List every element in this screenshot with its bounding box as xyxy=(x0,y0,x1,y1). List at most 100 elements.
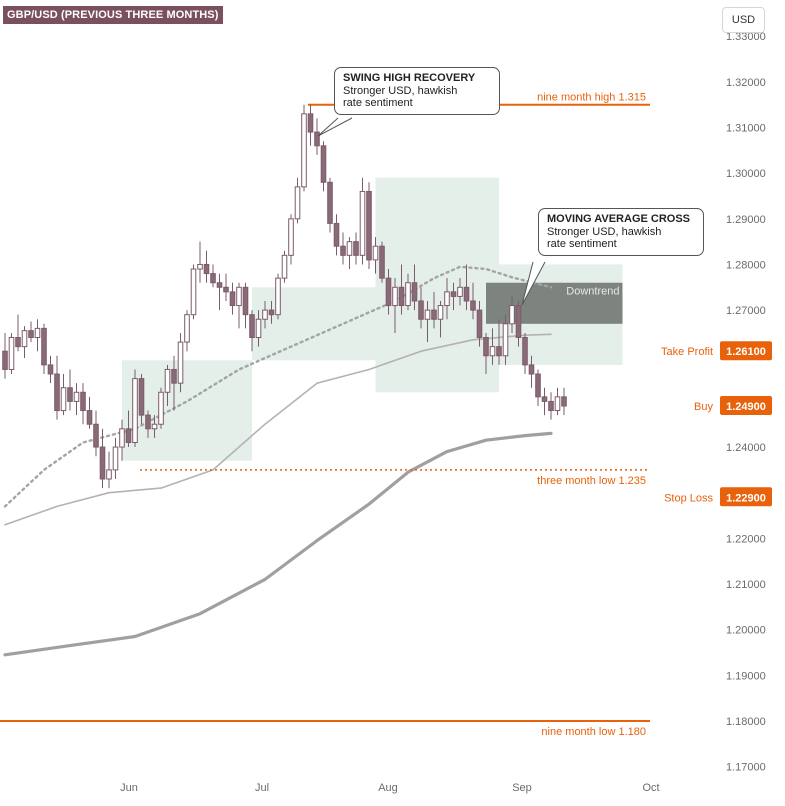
candle-47 xyxy=(307,104,314,146)
candle-82 xyxy=(535,369,541,406)
buy-price-tag xyxy=(720,395,772,415)
stop-loss-label: Stop Loss xyxy=(664,492,713,504)
candle-79 xyxy=(515,300,522,347)
candle-5 xyxy=(34,319,41,352)
candle-21 xyxy=(138,374,145,425)
y-tick-5: 1.28000 xyxy=(726,259,766,271)
candle-62 xyxy=(405,273,411,311)
y-tick-12: 1.21000 xyxy=(726,579,766,591)
callout-pointers xyxy=(317,117,546,306)
take-profit-price-tag xyxy=(720,341,772,361)
candle-48 xyxy=(314,118,320,155)
candle-59 xyxy=(385,269,392,315)
nine-month-low-label: nine month low 1.180 xyxy=(541,726,646,738)
take-profit-price-value: 1.26100 xyxy=(726,346,766,358)
candle-68 xyxy=(444,278,450,320)
candle-76 xyxy=(496,319,502,365)
candle-50 xyxy=(327,177,333,233)
candle-49 xyxy=(320,141,327,192)
candle-56 xyxy=(366,182,372,270)
candle-40 xyxy=(262,300,268,329)
candle-53 xyxy=(346,237,353,270)
candle-45 xyxy=(294,177,301,224)
candle-14 xyxy=(93,410,99,457)
ma-cross-callout: MOVING AVERAGE CROSS Stronger USD, hawki… xyxy=(538,208,704,256)
zone-box-1 xyxy=(252,287,376,361)
candle-8 xyxy=(54,355,60,420)
y-tick-2: 1.31000 xyxy=(726,123,766,135)
candle-9 xyxy=(60,374,67,416)
candle-61 xyxy=(398,264,405,315)
ma-short-line xyxy=(4,333,552,526)
candle-51 xyxy=(333,214,340,256)
candlesticks xyxy=(2,104,567,489)
candle-31 xyxy=(203,250,210,283)
y-tick-16: 1.17000 xyxy=(726,762,766,774)
stop-loss-price-tag xyxy=(720,487,772,507)
ma-dotted-line xyxy=(3,265,553,508)
candle-70 xyxy=(457,278,463,306)
chart-title: GBP/USD (PREVIOUS THREE MONTHS) xyxy=(3,6,223,24)
candle-33 xyxy=(216,273,223,311)
candle-38 xyxy=(249,310,255,352)
time-axis: Jun Jul Aug Sep Oct xyxy=(120,782,659,794)
candle-0 xyxy=(2,332,8,379)
candle-22 xyxy=(145,410,151,438)
candle-85 xyxy=(554,387,561,416)
y-tick-9: 1.24000 xyxy=(726,442,766,454)
candle-84 xyxy=(548,392,554,420)
candle-54 xyxy=(353,232,359,265)
candle-77 xyxy=(502,314,509,365)
swing-high-text: Stronger USD, hawkish rate sentiment xyxy=(343,84,458,110)
y-tick-13: 1.20000 xyxy=(726,625,766,637)
candle-28 xyxy=(184,310,190,352)
candle-71 xyxy=(463,264,470,311)
candle-65 xyxy=(424,300,431,343)
candle-60 xyxy=(392,278,398,333)
candle-72 xyxy=(470,282,476,320)
y-tick-0: 1.33000 xyxy=(726,31,766,43)
candle-2 xyxy=(15,314,21,352)
candle-1 xyxy=(8,332,15,375)
swing-high-pointer xyxy=(317,117,353,137)
swing-high-callout: SWING HIGH RECOVERY Stronger USD, hawkis… xyxy=(334,67,500,115)
downtrend-box xyxy=(486,282,623,324)
candle-34 xyxy=(223,273,229,301)
three-month-low-label: three month low 1.235 xyxy=(537,475,646,487)
candle-63 xyxy=(411,264,418,311)
candle-27 xyxy=(177,332,184,393)
x-tick-3: Sep xyxy=(512,782,532,794)
ma-long-line xyxy=(3,431,553,657)
candle-25 xyxy=(164,364,171,406)
nine-month-high-label: nine month high 1.315 xyxy=(537,92,646,104)
candle-73 xyxy=(476,300,483,347)
candle-37 xyxy=(242,282,249,329)
candle-58 xyxy=(379,241,385,283)
candle-41 xyxy=(268,300,275,324)
y-tick-6: 1.27000 xyxy=(726,305,766,317)
stop-loss-price-value: 1.22900 xyxy=(726,492,766,504)
candle-23 xyxy=(151,415,158,438)
downtrend-label: Downtrend xyxy=(566,286,619,298)
candle-15 xyxy=(99,428,106,489)
currency-unit-button[interactable]: USD xyxy=(722,7,765,33)
y-tick-14: 1.19000 xyxy=(726,670,766,682)
candle-16 xyxy=(106,451,112,489)
candle-75 xyxy=(489,328,496,365)
candle-52 xyxy=(340,232,346,265)
candle-67 xyxy=(437,300,444,338)
candle-43 xyxy=(281,250,288,283)
y-tick-4: 1.29000 xyxy=(726,214,766,226)
candle-46 xyxy=(301,104,307,192)
swing-high-heading: SWING HIGH RECOVERY xyxy=(343,72,476,84)
candle-7 xyxy=(47,355,54,384)
candle-55 xyxy=(359,177,366,265)
candle-81 xyxy=(528,355,535,388)
candle-13 xyxy=(86,396,93,429)
candle-19 xyxy=(125,410,132,448)
candle-44 xyxy=(288,214,294,265)
candle-18 xyxy=(119,419,125,461)
candle-80 xyxy=(522,332,528,375)
candle-66 xyxy=(431,291,437,329)
